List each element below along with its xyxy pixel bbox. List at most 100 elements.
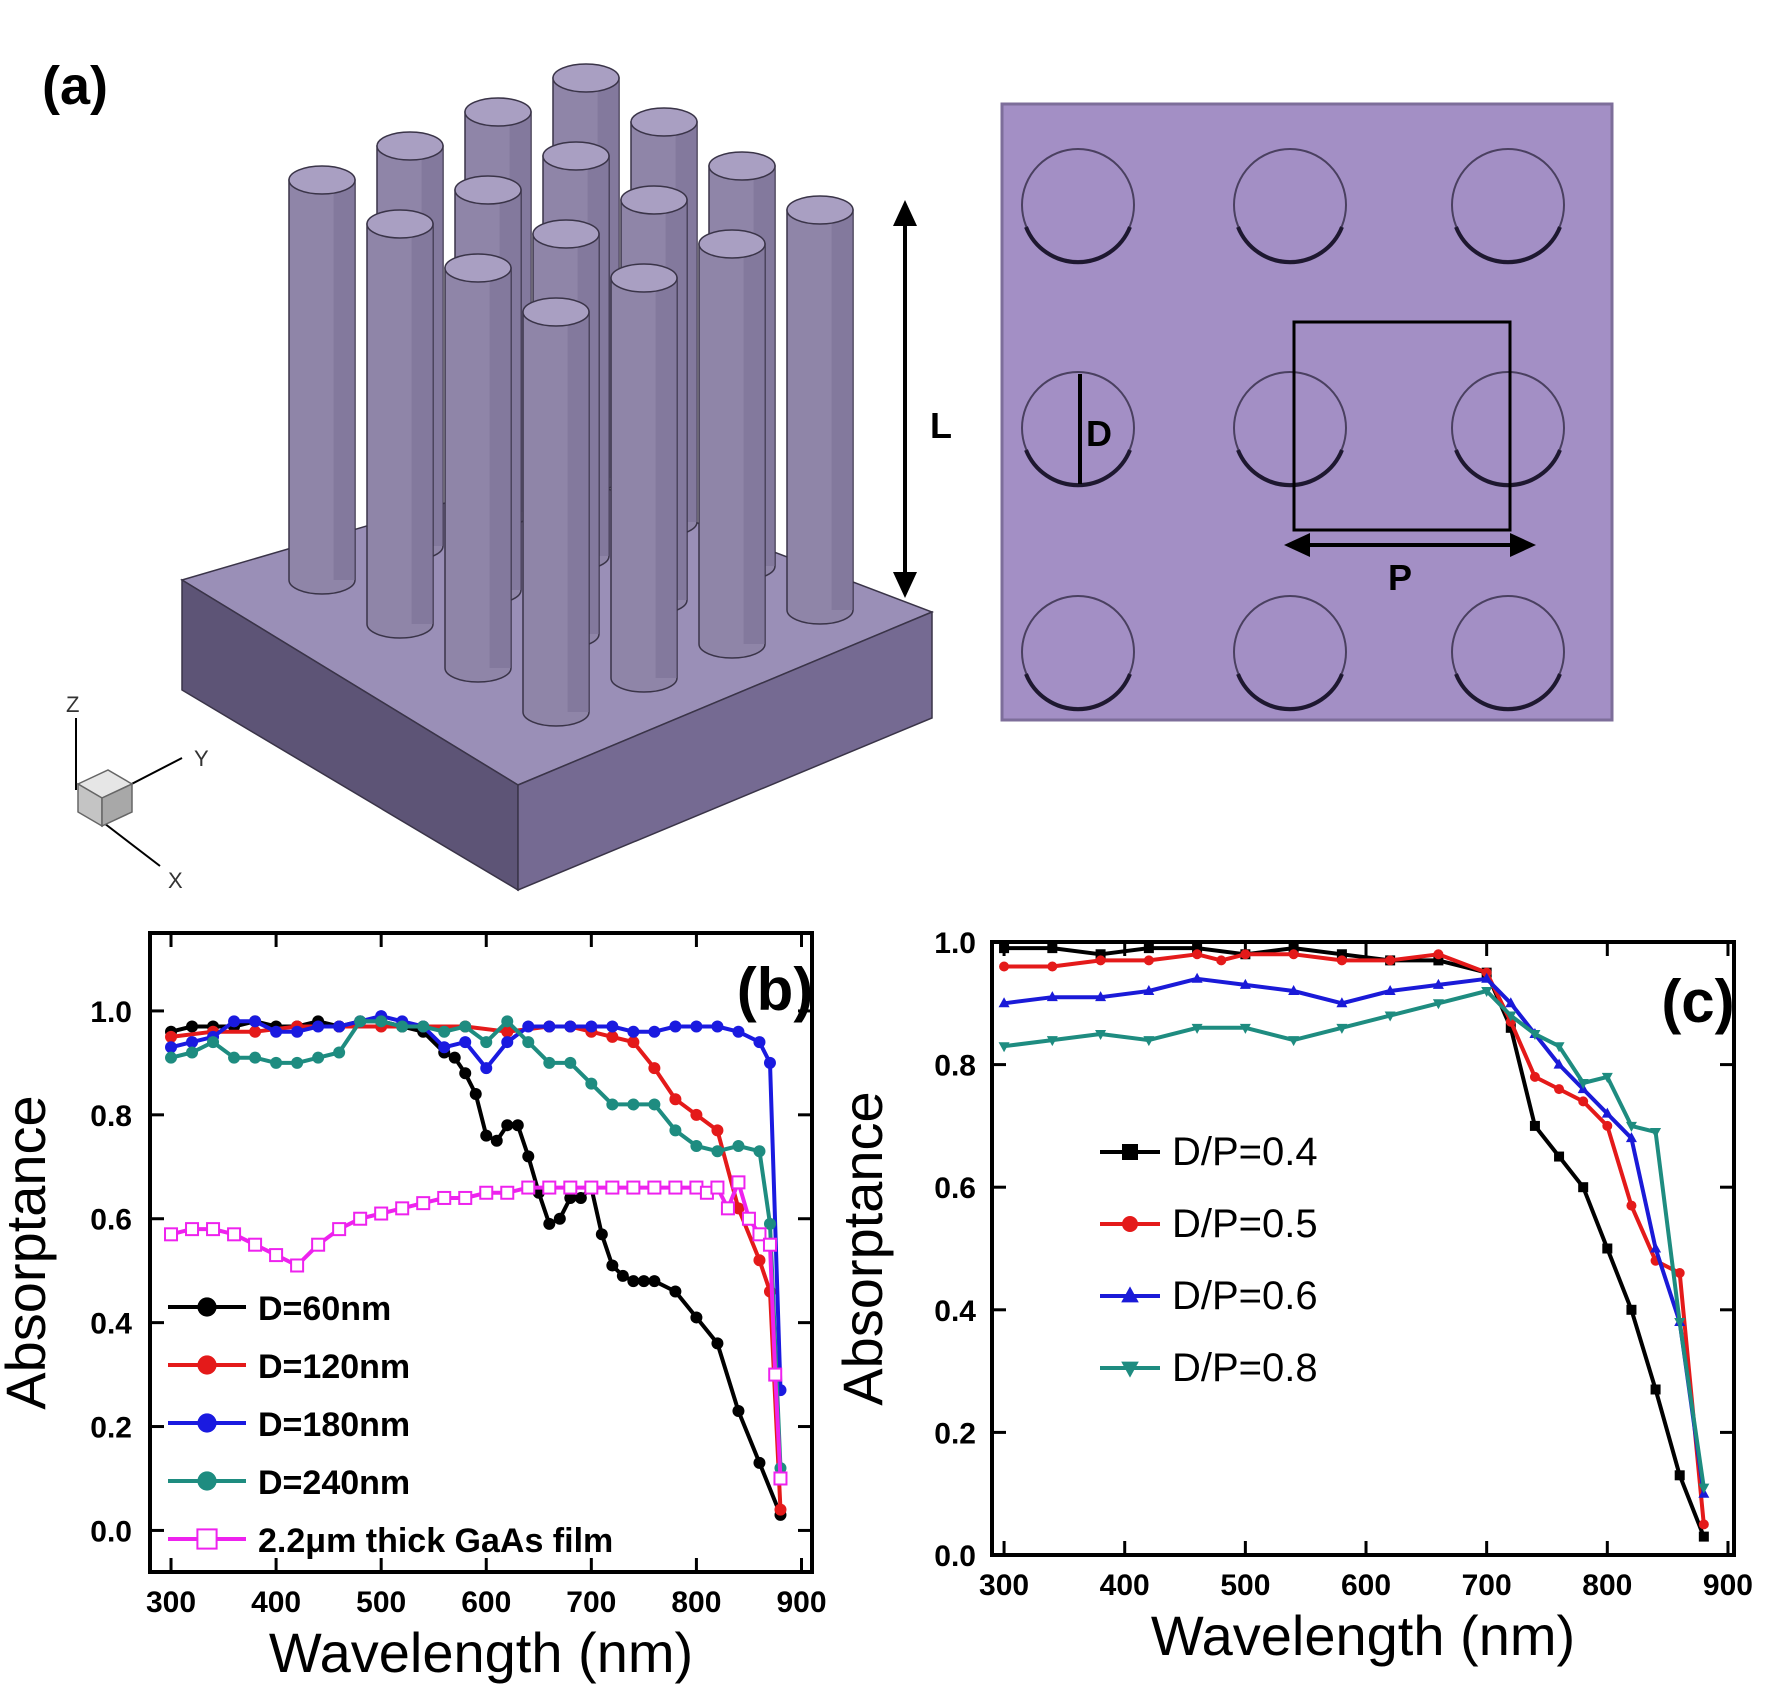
y-tick-label: 0.8 [90,1100,132,1133]
legend-label: D=120nm [258,1348,410,1386]
x-tick-label: 900 [1703,1569,1753,1602]
data-point [270,1056,283,1069]
series-line [1004,952,1706,1525]
data-point [753,1145,766,1158]
data-point [543,1056,556,1069]
y-axis-label: Y [194,746,209,771]
data-point [669,1124,682,1137]
series-2 [165,1010,787,1397]
data-point [1529,1071,1540,1082]
x-tick-label: 300 [146,1586,196,1619]
data-point [1674,1268,1685,1279]
data-point [1554,1084,1565,1095]
x-tick-label: 600 [1341,1569,1391,1602]
data-point [291,1025,304,1038]
data-point [469,1088,482,1101]
nanowire-rod [366,209,434,639]
data-point [395,1201,410,1216]
data-point [741,1211,756,1226]
data-point [574,1191,587,1204]
x-axis-title: Wavelength (nm) [1151,1604,1575,1667]
y-tick-label: 0.6 [934,1172,976,1205]
data-point [711,1020,724,1033]
data-point [1626,1304,1637,1315]
data-point [1288,943,1299,954]
data-point [626,1180,641,1195]
y-tick-label: 0.6 [90,1204,132,1237]
data-point [690,1140,703,1152]
data-point [374,1206,389,1221]
data-point [291,1056,304,1069]
data-point [522,1150,535,1163]
data-point [1505,997,1517,1008]
data-point [648,1098,661,1111]
data-point [711,1124,724,1137]
z-axis-label: Z [66,692,79,717]
data-point [197,1355,217,1375]
data-point [165,1030,178,1043]
data-point [480,1036,493,1049]
data-point [999,961,1010,972]
data-point [1529,1120,1540,1131]
x-tick-label: 400 [1100,1569,1150,1602]
nanowire-rod [610,263,678,693]
x-tick-label: 300 [979,1569,1029,1602]
data-point [1505,1022,1516,1033]
data-point [1698,1531,1709,1542]
data-point [732,1140,745,1152]
data-point [196,1528,218,1550]
data-point [1481,972,1493,983]
data-point [333,1046,346,1059]
data-point [353,1211,368,1226]
data-point [1336,997,1348,1008]
data-point [197,1471,217,1491]
data-point [1384,985,1396,996]
nanowire-rod [522,297,590,727]
x-axis-title: Wavelength (nm) [269,1621,693,1684]
data-point [416,1196,431,1211]
data-point [606,1020,619,1033]
x-tick-label: 700 [1462,1569,1512,1602]
data-point [417,1020,430,1033]
data-point [312,1020,325,1033]
data-point [1122,1216,1138,1232]
data-point [1046,991,1058,1002]
x-tick-label: 500 [356,1586,406,1619]
nanowire-rod [288,165,356,595]
data-point [710,1180,725,1195]
nanowire-rod [444,253,512,683]
data-point [354,1015,367,1028]
nanowire-cross-section [1451,595,1565,712]
data-point [543,1217,556,1230]
data-point [375,1015,388,1028]
data-point [459,1067,472,1080]
legend-label: D/P=0.6 [1172,1274,1318,1318]
data-point [1240,949,1251,960]
data-point [1601,1072,1613,1083]
data-point [1336,949,1347,960]
data-point [290,1258,305,1273]
data-point [206,1222,221,1237]
data-point [762,1237,777,1252]
legend-item: 2.2μm thick GaAs film [168,1522,613,1560]
data-point [564,1020,577,1033]
data-point [1578,1182,1589,1193]
nanowire-cross-section [1233,371,1347,488]
data-point [1650,1128,1662,1139]
nanowire-array-3d [180,63,935,892]
data-point [1554,1151,1565,1162]
data-point [1602,1120,1613,1131]
data-point [668,1180,683,1195]
data-point [1143,943,1154,954]
legend-label: D/P=0.8 [1172,1346,1318,1390]
data-point [1602,1243,1613,1254]
data-point [186,1036,199,1049]
legend-label: D/P=0.5 [1172,1202,1318,1246]
data-point [627,1036,640,1049]
data-point [1529,1029,1541,1040]
data-point [1288,949,1299,960]
data-point [753,1456,766,1469]
x-tick-label: 700 [566,1586,616,1619]
legend-label: D=60nm [258,1290,391,1328]
legend-label: 2.2μm thick GaAs film [258,1522,613,1560]
